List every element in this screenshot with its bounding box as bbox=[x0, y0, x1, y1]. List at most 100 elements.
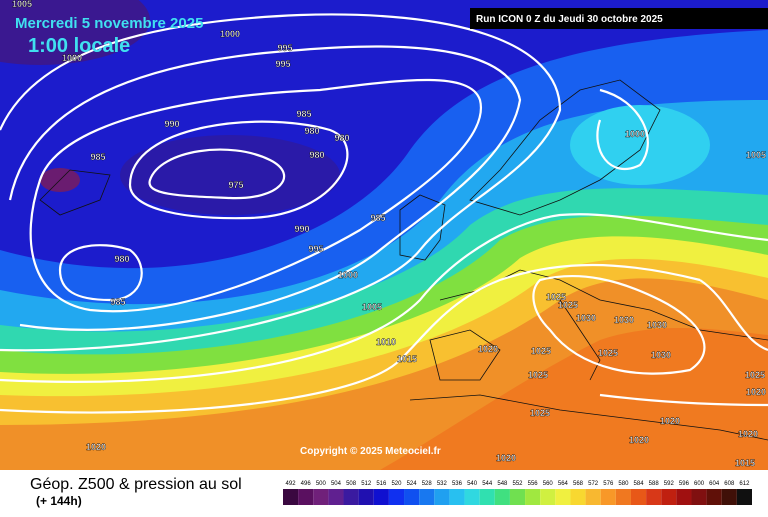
isobar-label: 1005 bbox=[362, 302, 382, 312]
isobar-label: 1030 bbox=[576, 313, 596, 323]
scale-cell bbox=[388, 489, 405, 505]
isobars bbox=[0, 13, 768, 414]
isobar-label: 1020 bbox=[738, 429, 758, 439]
legend-title: Géop. Z500 & pression au sol bbox=[30, 476, 242, 493]
scale-cell bbox=[600, 489, 616, 505]
scale-label: 544 bbox=[482, 481, 493, 487]
scale-label: 532 bbox=[437, 481, 448, 487]
isobar-label: 985 bbox=[296, 109, 311, 119]
scale-cell bbox=[494, 489, 510, 505]
isobar-label: 1005 bbox=[746, 150, 766, 160]
isobar-label: 1000 bbox=[220, 29, 240, 39]
isobar-labels: 1005 1000 1000 995 995 990 985 985 980 980 980 975 9… bbox=[12, 0, 766, 468]
scale-cell bbox=[404, 489, 420, 505]
scale-label: 596 bbox=[679, 481, 690, 487]
scale-cell bbox=[661, 489, 677, 505]
scale-label: 556 bbox=[528, 481, 539, 487]
isobar-label: 980 bbox=[114, 254, 129, 264]
scale-label: 580 bbox=[618, 481, 629, 487]
scale-cell bbox=[373, 489, 389, 505]
scale-cell bbox=[570, 489, 586, 505]
scale-cell bbox=[736, 489, 752, 505]
scale-label: 584 bbox=[634, 481, 645, 487]
scale-label: 520 bbox=[391, 481, 402, 487]
scale-label: 608 bbox=[724, 481, 735, 487]
isobar-label: 985 bbox=[110, 297, 125, 307]
copyright: Copyright © 2025 Meteociel.fr bbox=[300, 446, 441, 457]
scale-label: 568 bbox=[573, 481, 584, 487]
scale-cell bbox=[525, 489, 541, 505]
run-info: Run ICON 0 Z du Jeudi 30 octobre 2025 bbox=[476, 14, 663, 25]
scale-label: 504 bbox=[331, 481, 342, 487]
scale-cell bbox=[283, 489, 299, 505]
scale-cell bbox=[419, 489, 435, 505]
coastlines bbox=[39, 79, 768, 441]
isobar-label: 1020 bbox=[478, 344, 498, 354]
map-time: 1:00 locale bbox=[28, 35, 130, 57]
isobar-label: 1020 bbox=[660, 416, 680, 426]
scale-cell bbox=[298, 489, 314, 505]
isobar-label: 1020 bbox=[746, 387, 766, 397]
isobar-label: 1005 bbox=[12, 0, 32, 9]
map-date: Mercredi 5 novembre 2025 bbox=[15, 15, 203, 32]
isobar-label: 1030 bbox=[651, 350, 671, 360]
isobar-label: 1030 bbox=[614, 315, 634, 325]
scale-cell bbox=[449, 489, 465, 505]
scale-label: 572 bbox=[588, 481, 599, 487]
isobar-label: 1020 bbox=[496, 453, 516, 463]
isobar-label: 1020 bbox=[86, 442, 106, 452]
isobar-label: 1000 bbox=[625, 129, 645, 139]
scale-cell bbox=[479, 489, 495, 505]
isobar-label: 990 bbox=[164, 119, 179, 129]
scale-label: 492 bbox=[286, 481, 297, 487]
isobar-label: 1020 bbox=[629, 435, 649, 445]
scale-label: 540 bbox=[467, 481, 478, 487]
scale-label: 560 bbox=[543, 481, 554, 487]
scale-cell bbox=[343, 489, 359, 505]
isobar-label: 1025 bbox=[531, 346, 551, 356]
scale-label: 500 bbox=[316, 481, 327, 487]
legend-lead: (+ 144h) bbox=[36, 494, 82, 508]
scale-label: 576 bbox=[603, 481, 614, 487]
scale-label: 588 bbox=[649, 481, 660, 487]
scale-cell bbox=[313, 489, 329, 505]
isobar-label: 995 bbox=[275, 59, 290, 69]
scale-cell bbox=[358, 489, 374, 505]
scale-cell bbox=[585, 489, 601, 505]
isobar-label: 1015 bbox=[735, 458, 755, 468]
scale-label: 508 bbox=[346, 481, 357, 487]
isobar-label: 985 bbox=[370, 213, 385, 223]
scale-label: 528 bbox=[422, 481, 433, 487]
run-box bbox=[470, 8, 768, 29]
isobar-label: 985 bbox=[90, 152, 105, 162]
scale-label: 592 bbox=[664, 481, 675, 487]
scale-label: 548 bbox=[497, 481, 508, 487]
isobar-label: 1030 bbox=[647, 320, 667, 330]
isobar-label: 1015 bbox=[397, 354, 417, 364]
scale-label: 564 bbox=[558, 481, 569, 487]
scale-cell bbox=[434, 489, 450, 505]
scale-label: 600 bbox=[694, 481, 705, 487]
isobar-label: 990 bbox=[294, 224, 309, 234]
isobar-label: 1025 bbox=[530, 408, 550, 418]
scale-label: 512 bbox=[361, 481, 372, 487]
scale-cell bbox=[464, 489, 480, 505]
color-scale: 492 496 500 504 508 512 516 520 524 528 532 536 540 5… bbox=[283, 481, 752, 505]
scale-cell bbox=[691, 489, 707, 505]
isobar-label: 1025 bbox=[558, 300, 578, 310]
scale-label: 552 bbox=[512, 481, 523, 487]
scale-cell bbox=[706, 489, 722, 505]
scale-label: 516 bbox=[376, 481, 387, 487]
scale-cell bbox=[615, 489, 631, 505]
isobar-label: 1025 bbox=[546, 292, 566, 302]
scale-label: 524 bbox=[407, 481, 418, 487]
isobar-label: 1000 bbox=[338, 270, 358, 280]
scale-label: 612 bbox=[739, 481, 750, 487]
isobar-label: 980 bbox=[304, 126, 319, 136]
isobar-label: 1025 bbox=[745, 370, 765, 380]
isobar-label: 980 bbox=[309, 150, 324, 160]
scale-cell bbox=[328, 489, 344, 505]
isobar-label: 1025 bbox=[598, 348, 618, 358]
isobar-label: 1000 bbox=[62, 53, 82, 63]
